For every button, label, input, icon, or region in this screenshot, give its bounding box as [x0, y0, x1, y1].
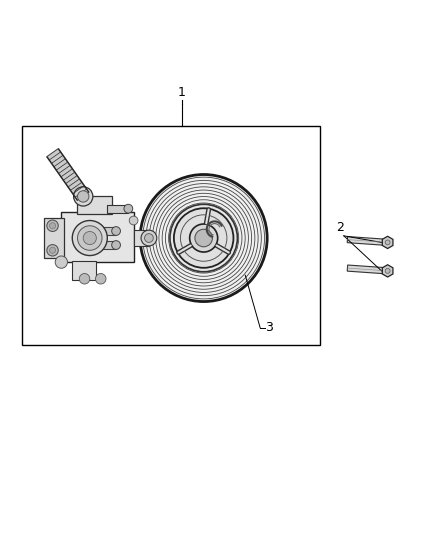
Polygon shape — [382, 265, 393, 277]
Circle shape — [83, 231, 96, 245]
Circle shape — [190, 224, 218, 252]
Circle shape — [145, 233, 153, 243]
Circle shape — [78, 191, 89, 202]
Bar — [92, 241, 116, 249]
Bar — [107, 205, 128, 213]
Circle shape — [385, 269, 390, 273]
Circle shape — [174, 208, 233, 268]
Bar — [72, 261, 96, 280]
Circle shape — [78, 226, 102, 251]
Bar — [77, 197, 112, 214]
Polygon shape — [347, 265, 388, 274]
Circle shape — [141, 230, 157, 246]
Circle shape — [170, 204, 237, 272]
Bar — [61, 212, 134, 262]
Circle shape — [95, 273, 106, 284]
Polygon shape — [347, 237, 388, 246]
Circle shape — [195, 229, 212, 247]
Circle shape — [47, 220, 58, 231]
Bar — [134, 230, 149, 246]
Circle shape — [124, 204, 133, 213]
Polygon shape — [382, 236, 393, 248]
Bar — [92, 227, 116, 236]
Circle shape — [49, 247, 56, 253]
Circle shape — [47, 245, 58, 256]
Circle shape — [55, 256, 67, 268]
Circle shape — [140, 174, 267, 302]
Bar — [22, 126, 320, 345]
Text: 2: 2 — [336, 221, 344, 233]
Circle shape — [74, 187, 93, 206]
Circle shape — [112, 241, 120, 249]
Bar — [44, 219, 64, 258]
Circle shape — [49, 223, 56, 229]
Text: 1: 1 — [178, 86, 186, 99]
Circle shape — [72, 221, 107, 255]
Circle shape — [112, 227, 120, 236]
Circle shape — [79, 273, 90, 284]
Circle shape — [129, 216, 138, 225]
Circle shape — [385, 240, 390, 245]
Polygon shape — [47, 149, 89, 200]
Text: 3: 3 — [265, 321, 273, 334]
